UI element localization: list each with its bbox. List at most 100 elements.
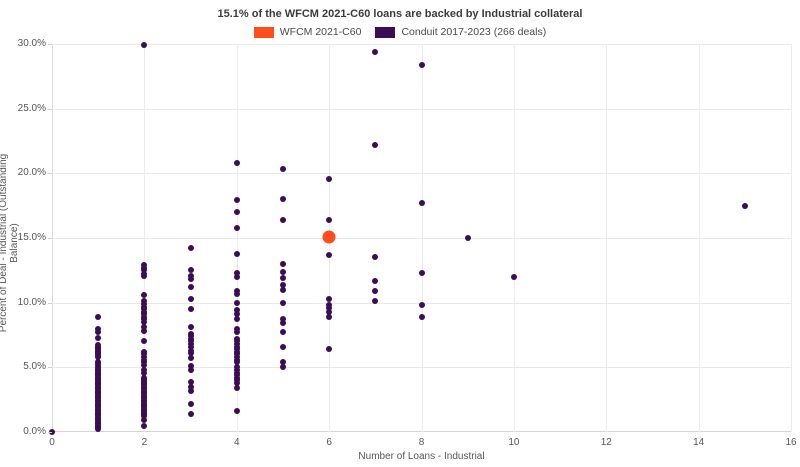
conduit-data-point[interactable] [233, 250, 240, 257]
conduit-data-point[interactable] [418, 200, 425, 207]
conduit-data-point[interactable] [510, 273, 517, 280]
conduit-data-point[interactable] [279, 316, 286, 323]
conduit-data-point[interactable] [326, 308, 333, 315]
conduit-data-point[interactable] [233, 197, 240, 204]
conduit-data-point[interactable] [95, 325, 102, 332]
legend-item[interactable]: Conduit 2017-2023 (266 deals) [375, 26, 546, 38]
conduit-data-point[interactable] [95, 313, 102, 320]
conduit-data-point[interactable] [49, 429, 55, 435]
conduit-data-point[interactable] [187, 350, 194, 357]
conduit-data-point[interactable] [187, 378, 194, 385]
conduit-data-point[interactable] [372, 288, 379, 295]
conduit-data-point[interactable] [187, 387, 194, 394]
conduit-data-point[interactable] [187, 363, 194, 370]
conduit-data-point[interactable] [464, 235, 471, 241]
conduit-data-point[interactable] [279, 166, 286, 173]
conduit-data-point[interactable] [233, 209, 240, 216]
conduit-data-point[interactable] [279, 286, 286, 293]
wfcm-data-point[interactable] [322, 230, 336, 244]
conduit-data-point[interactable] [187, 410, 194, 417]
conduit-data-point[interactable] [279, 275, 286, 282]
conduit-data-point[interactable] [279, 320, 286, 327]
conduit-data-point[interactable] [233, 359, 240, 366]
conduit-data-point[interactable] [233, 329, 240, 336]
y-tick-label: 25.0% [17, 102, 46, 114]
conduit-data-point[interactable] [141, 338, 148, 345]
conduit-data-point[interactable] [418, 302, 425, 309]
conduit-data-point[interactable] [187, 366, 194, 373]
conduit-data-point[interactable] [141, 267, 148, 274]
conduit-data-point[interactable] [326, 313, 333, 320]
conduit-data-point[interactable] [279, 216, 286, 223]
conduit-data-point[interactable] [279, 364, 286, 371]
conduit-data-point[interactable] [141, 417, 148, 424]
conduit-data-point[interactable] [233, 316, 240, 323]
conduit-data-point[interactable] [187, 306, 194, 313]
conduit-data-point[interactable] [141, 291, 148, 298]
conduit-data-point[interactable] [233, 299, 240, 306]
conduit-data-point[interactable] [418, 269, 425, 276]
conduit-data-point[interactable] [372, 254, 379, 261]
conduit-data-point[interactable] [141, 42, 148, 49]
conduit-data-point[interactable] [279, 260, 286, 267]
conduit-data-point[interactable] [326, 175, 333, 182]
conduit-data-point[interactable] [326, 304, 333, 311]
conduit-data-point[interactable] [141, 422, 148, 429]
conduit-data-point[interactable] [372, 48, 379, 55]
legend-item[interactable]: WFCM 2021-C60 [253, 26, 361, 38]
conduit-data-point[interactable] [187, 272, 194, 279]
conduit-data-point[interactable] [95, 353, 102, 360]
conduit-data-point[interactable] [326, 295, 333, 302]
conduit-data-point[interactable] [279, 329, 286, 336]
conduit-data-point[interactable] [233, 290, 240, 297]
conduit-data-point[interactable] [279, 281, 286, 288]
conduit-data-point[interactable] [279, 299, 286, 306]
conduit-data-point[interactable] [187, 295, 194, 302]
conduit-data-point[interactable] [326, 216, 333, 223]
conduit-data-point[interactable] [279, 268, 286, 275]
conduit-data-point[interactable] [233, 224, 240, 231]
conduit-data-point[interactable] [95, 329, 102, 336]
gridline [698, 44, 700, 432]
conduit-data-point[interactable] [279, 196, 286, 203]
conduit-data-point[interactable] [187, 400, 194, 407]
conduit-data-point[interactable] [233, 311, 240, 318]
conduit-data-point[interactable] [233, 273, 240, 280]
conduit-data-point[interactable] [233, 307, 240, 314]
conduit-data-point[interactable] [233, 269, 240, 276]
conduit-data-point[interactable] [141, 328, 148, 335]
legend: WFCM 2021-C60 Conduit 2017-2023 (266 deal… [0, 26, 800, 38]
conduit-data-point[interactable] [418, 313, 425, 320]
conduit-data-point[interactable] [279, 343, 286, 350]
conduit-data-point[interactable] [372, 141, 379, 148]
conduit-data-point[interactable] [187, 383, 194, 390]
conduit-data-point[interactable] [141, 272, 148, 279]
conduit-data-point[interactable] [326, 346, 333, 353]
conduit-data-point[interactable] [326, 251, 333, 258]
conduit-data-point[interactable] [187, 324, 194, 331]
conduit-data-point[interactable] [741, 202, 748, 209]
conduit-data-point[interactable] [187, 245, 194, 252]
conduit-data-point[interactable] [141, 319, 148, 326]
conduit-data-point[interactable] [233, 325, 240, 332]
conduit-data-point[interactable] [187, 343, 194, 350]
conduit-data-point[interactable] [141, 324, 148, 331]
conduit-data-point[interactable] [233, 408, 240, 415]
conduit-data-point[interactable] [141, 369, 148, 376]
conduit-data-point[interactable] [95, 426, 102, 433]
conduit-data-point[interactable] [233, 379, 240, 386]
conduit-data-point[interactable] [233, 385, 240, 392]
conduit-data-point[interactable] [279, 359, 286, 366]
conduit-data-point[interactable] [418, 61, 425, 68]
conduit-data-point[interactable] [372, 298, 379, 305]
conduit-data-point[interactable] [187, 276, 194, 283]
conduit-data-point[interactable] [187, 267, 194, 274]
conduit-data-point[interactable] [95, 334, 102, 341]
conduit-data-point[interactable] [372, 277, 379, 284]
conduit-data-point[interactable] [233, 159, 240, 166]
conduit-data-point[interactable] [141, 361, 148, 368]
conduit-data-point[interactable] [187, 284, 194, 291]
conduit-data-point[interactable] [187, 355, 194, 362]
conduit-data-point[interactable] [141, 413, 148, 420]
gridline [606, 44, 608, 432]
